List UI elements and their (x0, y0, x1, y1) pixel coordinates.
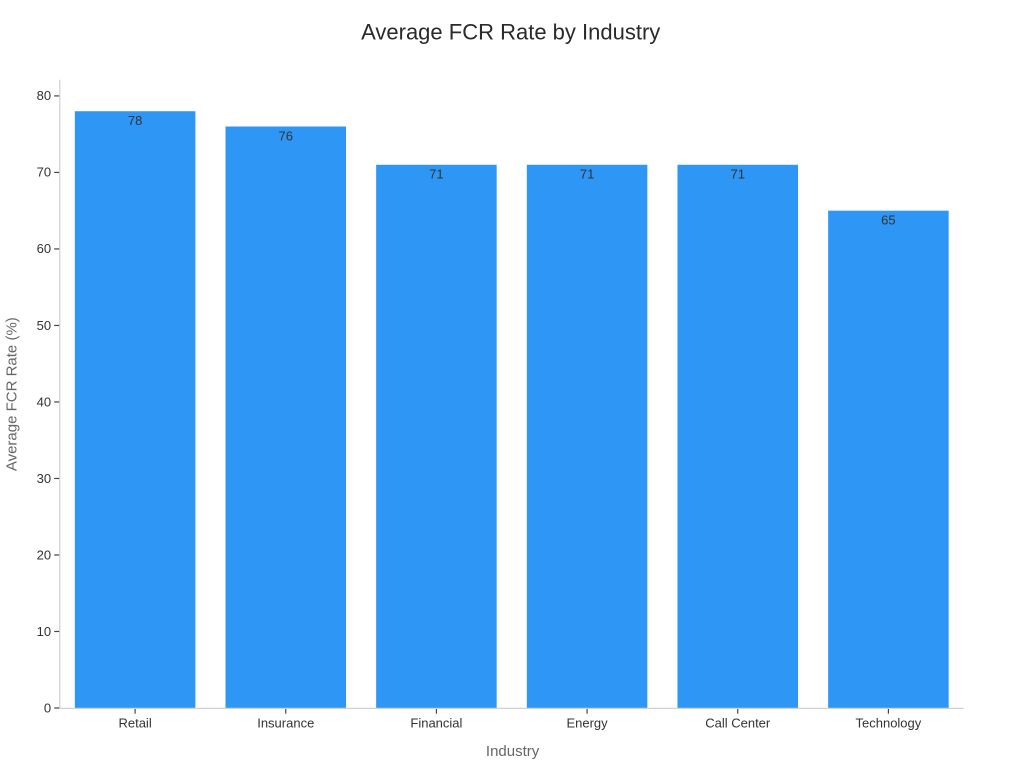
svg-text:0: 0 (44, 700, 51, 715)
svg-text:65: 65 (881, 212, 895, 227)
svg-text:10: 10 (37, 624, 51, 639)
svg-text:Call Center: Call Center (705, 716, 771, 731)
svg-text:Financial: Financial (410, 716, 462, 731)
svg-text:Insurance: Insurance (257, 716, 314, 731)
svg-text:Technology: Technology (856, 716, 922, 731)
svg-text:Average FCR Rate by Industry: Average FCR Rate by Industry (361, 19, 660, 44)
svg-text:71: 71 (429, 167, 443, 182)
svg-text:Energy: Energy (566, 716, 608, 731)
svg-text:50: 50 (37, 318, 51, 333)
svg-text:Retail: Retail (118, 716, 151, 731)
svg-text:71: 71 (580, 167, 594, 182)
svg-text:Industry: Industry (486, 743, 540, 760)
svg-text:71: 71 (731, 167, 745, 182)
svg-text:70: 70 (37, 165, 51, 180)
svg-text:78: 78 (128, 113, 142, 128)
svg-text:60: 60 (37, 241, 51, 256)
svg-text:Average FCR Rate (%): Average FCR Rate (%) (3, 317, 20, 471)
svg-text:80: 80 (37, 88, 51, 103)
svg-text:40: 40 (37, 394, 51, 409)
svg-text:30: 30 (37, 471, 51, 486)
svg-text:20: 20 (37, 547, 51, 562)
svg-text:76: 76 (279, 128, 293, 143)
